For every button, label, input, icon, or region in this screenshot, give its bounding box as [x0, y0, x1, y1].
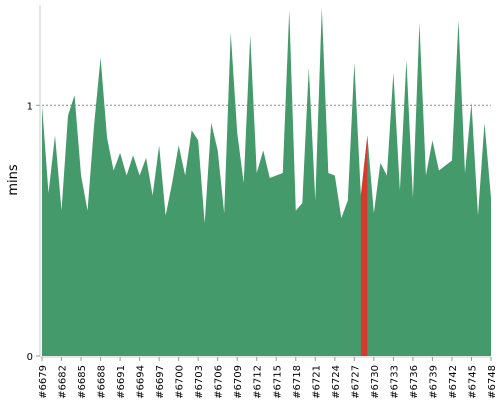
y-tick-label: 0 [27, 352, 33, 363]
x-tick-label: #6715 [272, 365, 283, 399]
highlighted-build-area [360, 135, 368, 356]
x-tick-label: #6706 [214, 365, 225, 399]
x-tick-label: #6709 [233, 365, 244, 399]
plot-area [42, 7, 491, 357]
x-tick-label: #6703 [194, 365, 205, 399]
x-tick-label: #6685 [77, 365, 88, 399]
x-tick-label: #6694 [136, 365, 147, 399]
x-tick-label: #6718 [292, 365, 303, 399]
x-tick-label: #6721 [311, 365, 322, 399]
y-axis-title: mins [6, 164, 21, 196]
x-tick-label: #6688 [97, 365, 108, 399]
x-tick-label: #6739 [428, 365, 439, 399]
x-tick-label: #6730 [370, 365, 381, 399]
x-tick-label: #6742 [448, 365, 459, 399]
x-tick-label: #6733 [389, 365, 400, 399]
y-tick-label: 1 [27, 101, 33, 112]
x-tick-label: #6745 [467, 365, 478, 399]
x-tick-label: #6682 [58, 365, 69, 399]
area-series [42, 7, 491, 357]
x-tick-label: #6691 [116, 365, 127, 399]
x-tick-label: #6724 [331, 365, 342, 399]
x-tick-label: #6679 [38, 365, 49, 399]
x-tick-label: #6700 [175, 365, 186, 399]
axes: 0 1 #6679 #6682 #6685 #6688 #6691 #6694 #6697 #67… [27, 5, 498, 399]
x-tick-label: #6736 [409, 365, 420, 399]
x-tick-label: #6727 [350, 365, 361, 399]
x-tick-label: #6748 [487, 365, 498, 399]
x-tick-label: #6712 [253, 365, 264, 399]
x-tick-label: #6697 [155, 365, 166, 399]
